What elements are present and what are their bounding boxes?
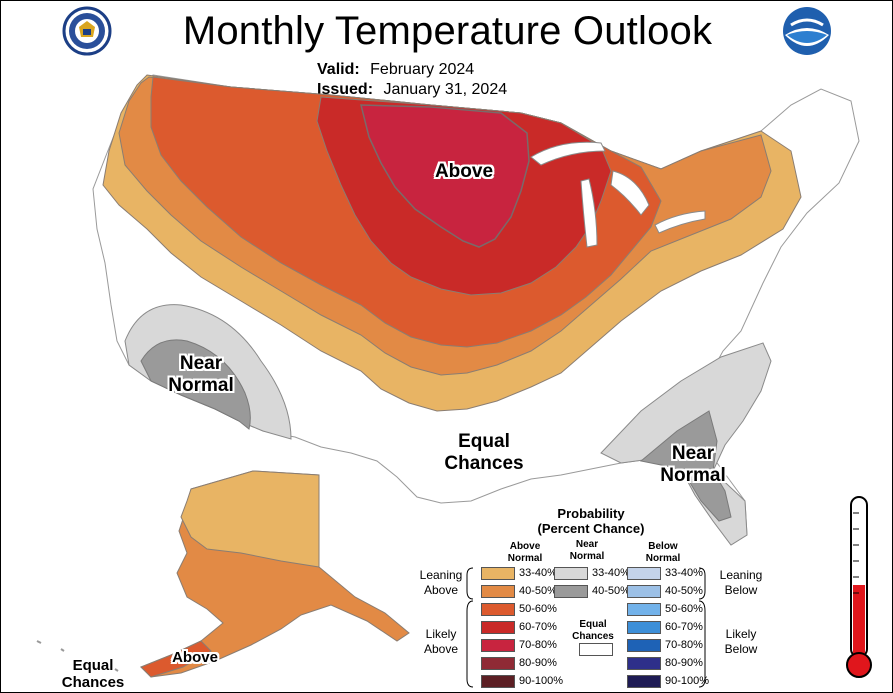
great-lakes	[530, 141, 706, 248]
legend-below-swatch-5	[627, 657, 661, 670]
legend-below-swatch-2	[627, 603, 661, 616]
label-near-normal-west: Near Normal	[168, 353, 234, 396]
label-equal-chances-alaska: Equal Chances	[61, 657, 125, 691]
legend-above-label-1: 40-50%	[519, 585, 557, 597]
legend-near-swatch-0	[554, 567, 588, 580]
noaa-logo-icon	[783, 7, 831, 55]
legend-near-label-1: 40-50%	[592, 585, 630, 597]
valid-value: February 2024	[370, 61, 475, 78]
legend-below-label-3: 60-70%	[665, 621, 703, 633]
legend-leaning-above: Leaning Above	[419, 568, 463, 597]
legend-below-swatch-3	[627, 621, 661, 634]
legend-below-label-5: 80-90%	[665, 657, 703, 669]
legend-bracket-right-likely	[698, 600, 706, 688]
legend-above-swatch-2	[481, 603, 515, 616]
alaska-above-33-40	[180, 470, 320, 568]
legend-below-swatch-4	[627, 639, 661, 652]
legend-subtitle: (Percent Chance)	[537, 521, 645, 536]
legend-below-label-4: 70-80%	[665, 639, 703, 651]
label-above-main: Above	[434, 161, 494, 182]
doc-seal-icon	[62, 6, 112, 56]
region-near-normal-west-40-50	[140, 339, 251, 430]
legend-above-label-5: 80-90%	[519, 657, 557, 669]
label-equal-chances-main: Equal Chances	[444, 431, 524, 474]
legend-below-label-2: 50-60%	[665, 603, 703, 615]
legend-swatch-equal-chances	[579, 643, 613, 656]
region-near-normal-se-40-50	[639, 410, 732, 522]
legend-above-swatch-3	[481, 621, 515, 634]
legend-above-swatch-0	[481, 567, 515, 580]
legend-below-label-1: 40-50%	[665, 585, 703, 597]
valid-line: Valid: February 2024	[317, 61, 474, 79]
legend-above-label-2: 50-60%	[519, 603, 557, 615]
legend-likely-above: Likely Above	[423, 627, 459, 656]
legend-equal-chances: Equal Chances	[572, 619, 614, 642]
legend-below-label-6: 90-100%	[665, 675, 710, 687]
legend-title: Probability	[557, 506, 625, 521]
legend-below-label-0: 33-40%	[665, 567, 703, 579]
legend-leaning-below: Leaning Below	[719, 568, 763, 597]
legend-above-label-4: 70-80%	[519, 639, 557, 651]
legend-above-swatch-6	[481, 675, 515, 688]
legend-bracket-left-leaning	[466, 567, 474, 600]
legend-col-near: Near Normal	[569, 539, 605, 562]
legend-below-swatch-6	[627, 675, 661, 688]
legend-above-swatch-5	[481, 657, 515, 670]
legend-above-swatch-4	[481, 639, 515, 652]
legend-near-swatch-1	[554, 585, 588, 598]
label-above-alaska: Above	[172, 649, 218, 666]
legend-likely-below: Likely Below	[724, 627, 758, 656]
legend-below-swatch-1	[627, 585, 661, 598]
legend-bracket-right-leaning	[698, 567, 706, 600]
legend-above-label-3: 60-70%	[519, 621, 557, 633]
legend-above-label-6: 90-100%	[519, 675, 564, 687]
legend-col-above: Above Normal	[507, 541, 543, 564]
alaska-above-50-60	[140, 640, 212, 678]
issued-value: January 31, 2024	[383, 81, 508, 98]
issued-label: Issued:	[317, 81, 374, 98]
issued-line: Issued: January 31, 2024	[317, 81, 507, 99]
legend-above-swatch-1	[481, 585, 515, 598]
thermometer-icon	[846, 496, 872, 678]
legend-near-label-0: 33-40%	[592, 567, 630, 579]
islands	[36, 640, 119, 672]
valid-label: Valid:	[317, 61, 360, 78]
region-above-70-80	[360, 104, 530, 248]
legend-col-below: Below Normal	[645, 541, 681, 564]
label-near-normal-southeast: Near Normal	[660, 443, 726, 486]
legend-above-label-0: 33-40%	[519, 567, 557, 579]
legend-below-swatch-0	[627, 567, 661, 580]
legend-bracket-left-likely	[466, 600, 474, 688]
page-title: Monthly Temperature Outlook	[182, 9, 713, 53]
